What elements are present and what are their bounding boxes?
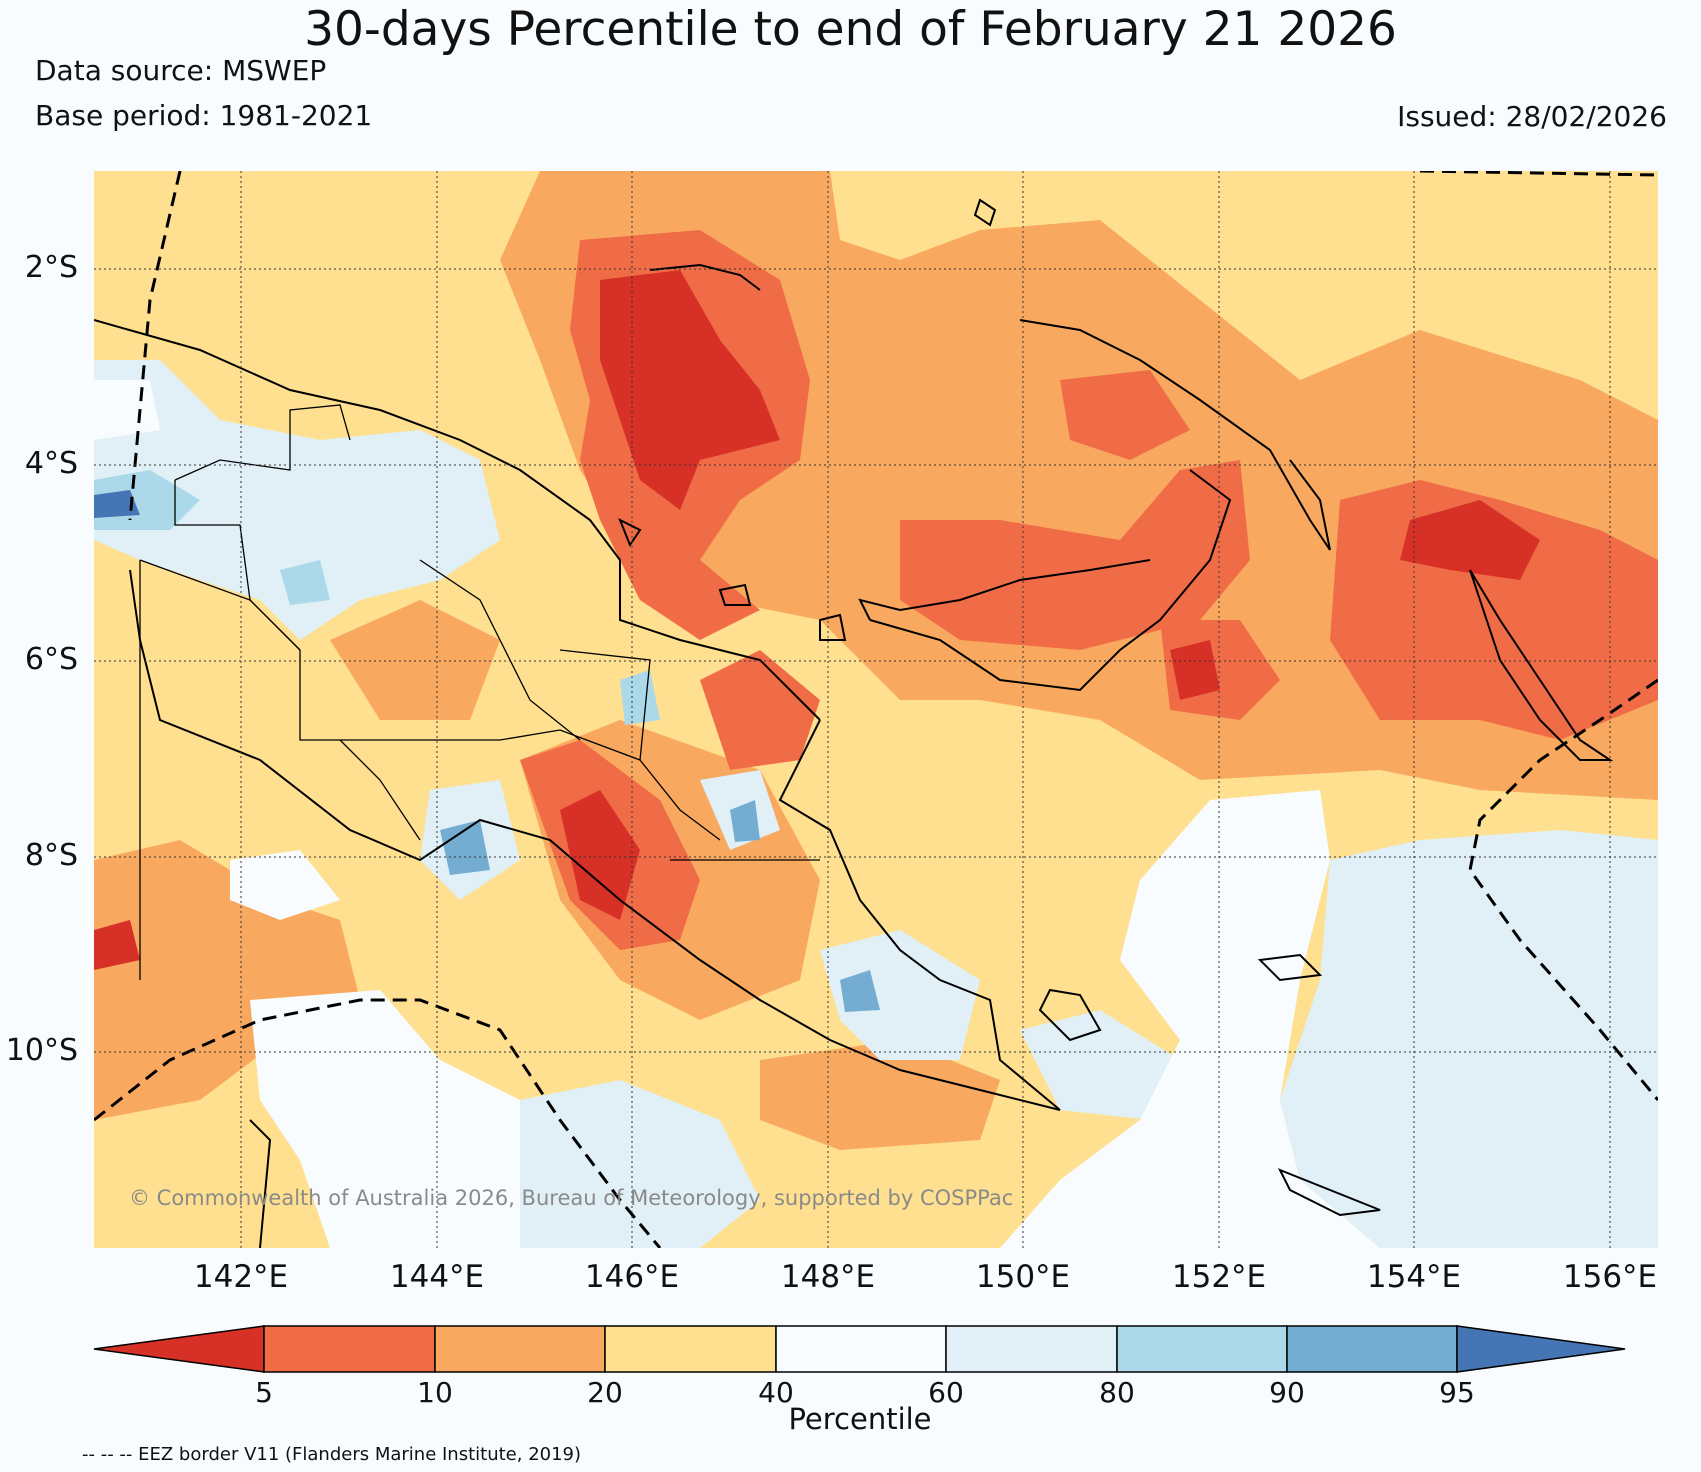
map-region-high-percentile: [94, 470, 880, 1012]
colorbar-tick-label: 95: [1439, 1376, 1475, 1409]
attribution-text: © Commonwealth of Australia 2026, Bureau…: [129, 1186, 1014, 1210]
province-borders: [139, 404, 820, 980]
issued-date-label: Issued: 28/02/2026: [1397, 100, 1667, 133]
colorbar-tick-label: 80: [1099, 1376, 1135, 1409]
lat-tick-label: 4°S: [24, 446, 78, 481]
colorbar-below-5: [93, 1325, 265, 1373]
eez-borders: [94, 171, 1658, 1248]
colorbar-label: Percentile: [788, 1402, 932, 1436]
map-region-below-5: [94, 270, 1540, 970]
colorbar-20-40: [604, 1325, 777, 1373]
colorbar-tick-label: 40: [758, 1376, 794, 1409]
lat-tick-label: 8°S: [24, 838, 78, 873]
lon-tick-label: 152°E: [1171, 1259, 1267, 1295]
colorbar-tick-label: 20: [587, 1376, 623, 1409]
colorbar-80-90: [1116, 1325, 1288, 1373]
colorbar-40-60: [775, 1325, 947, 1373]
eez-border-note: -- -- -- EEZ border V11 (Flanders Marine…: [82, 1444, 582, 1465]
lon-tick-label: 144°E: [389, 1259, 485, 1295]
colorbar-10-20: [434, 1325, 606, 1373]
map-title: 30-days Percentile to end of February 21…: [304, 2, 1397, 57]
colorbar: [93, 1325, 1626, 1373]
colorbar-60-80: [945, 1325, 1118, 1373]
coastlines: [94, 198, 1614, 1248]
colorbar-tick-label: 60: [928, 1376, 964, 1409]
lon-tick-label: 156°E: [1562, 1259, 1658, 1295]
lat-tick-label: 6°S: [24, 642, 78, 677]
lat-tick-label: 2°S: [24, 250, 78, 285]
map-region-40-60: [94, 380, 1380, 1248]
colorbar-tick-label: 90: [1269, 1376, 1305, 1409]
data-source-label: Data source: MSWEP: [35, 54, 327, 87]
lon-tick-label: 142°E: [193, 1259, 289, 1295]
lat-tick-label: 10°S: [5, 1033, 78, 1068]
lon-tick-label: 150°E: [975, 1259, 1071, 1295]
colorbar-tick-label: 10: [417, 1376, 453, 1409]
colorbar-5-10: [263, 1325, 436, 1373]
graticule: [94, 171, 1658, 1248]
colorbar-90-95: [1286, 1325, 1458, 1373]
lon-tick-label: 154°E: [1366, 1259, 1462, 1295]
lon-tick-label: 148°E: [780, 1259, 876, 1295]
map-region-60-80: [94, 360, 1658, 1248]
colorbar-above-95: [1456, 1325, 1626, 1373]
base-period-label: Base period: 1981-2021: [35, 99, 373, 132]
lon-tick-label: 146°E: [584, 1259, 680, 1295]
colorbar-tick-label: 5: [255, 1376, 273, 1409]
